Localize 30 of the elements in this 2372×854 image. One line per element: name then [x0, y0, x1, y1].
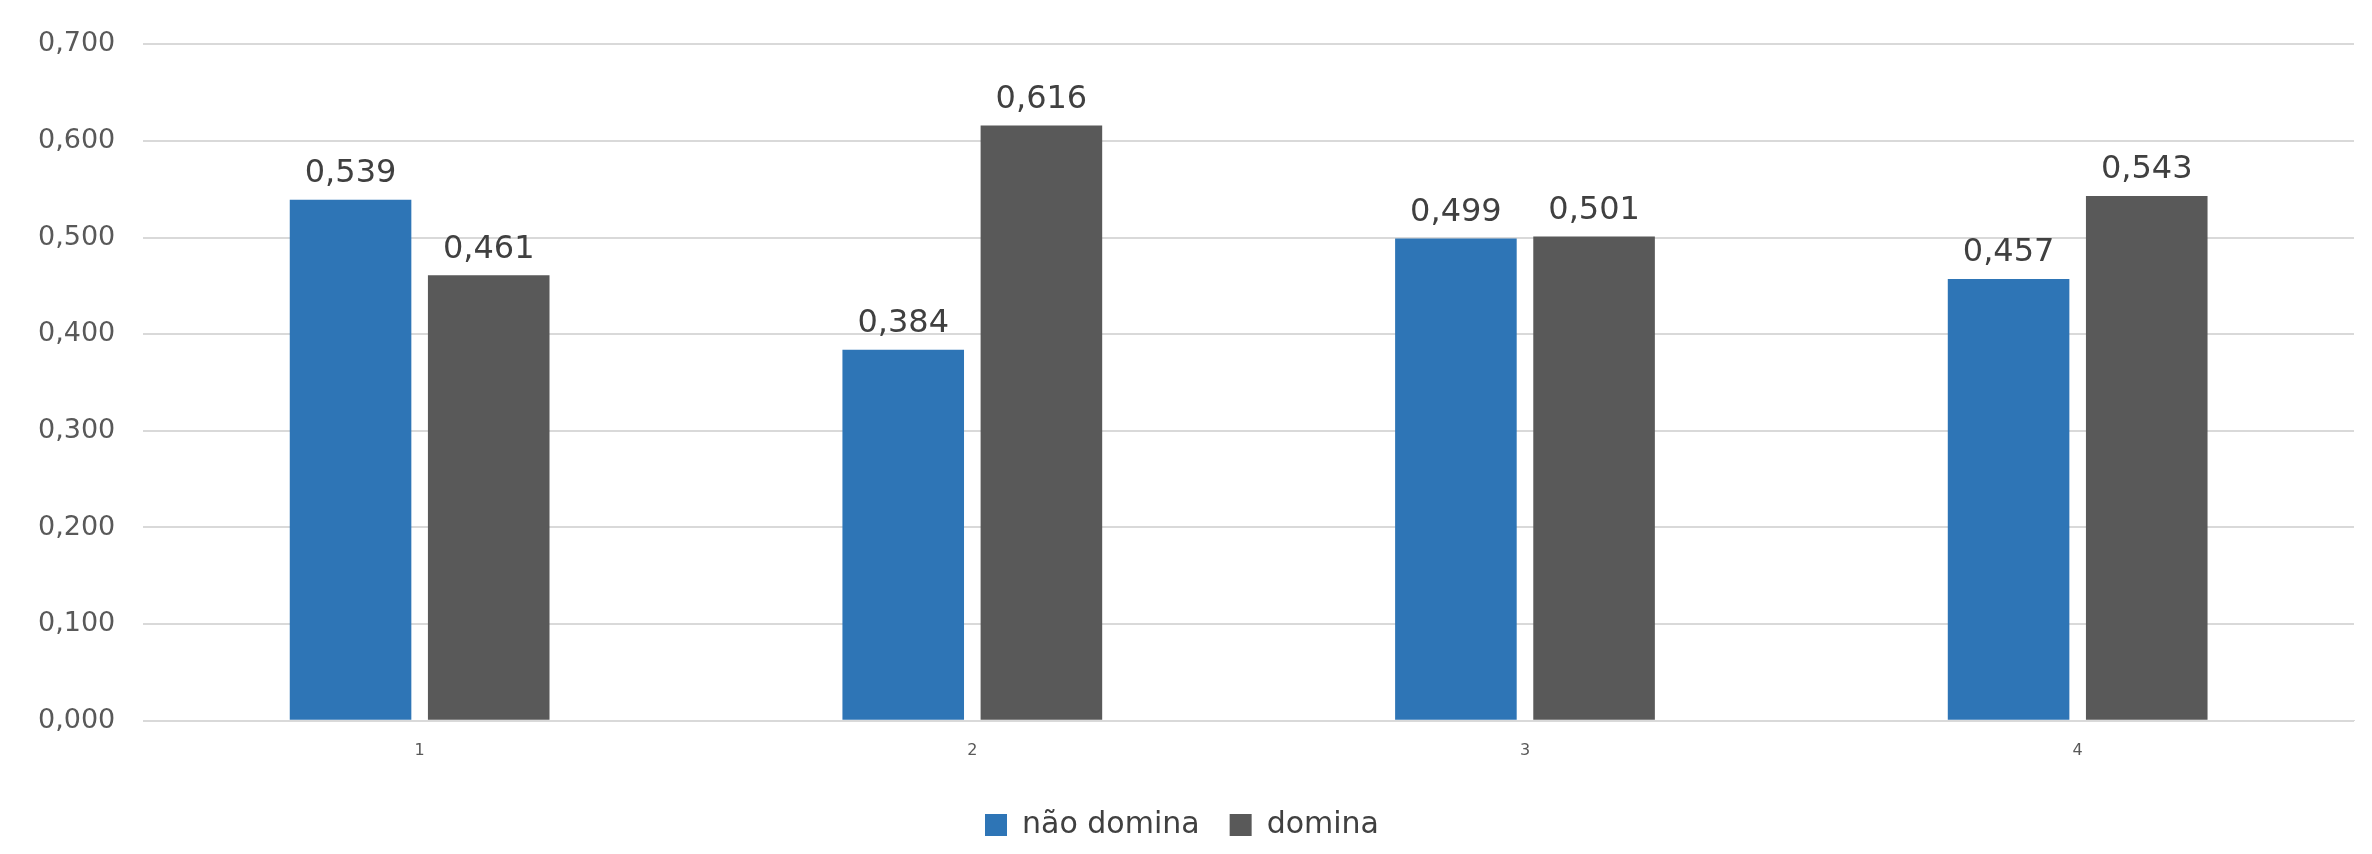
bar	[1533, 236, 1655, 720]
y-tick-label: 0,100	[38, 606, 116, 638]
data-label: 0,499	[1410, 190, 1502, 229]
bar	[980, 125, 1103, 720]
legend-label: domina	[1266, 804, 1379, 840]
data-label: 0,539	[304, 152, 397, 191]
y-tick-label: 0,000	[38, 702, 116, 734]
x-tick-label: 4	[2072, 739, 2083, 759]
legend-label: não domina	[1022, 804, 1200, 840]
x-tick-label: 2	[967, 739, 978, 759]
y-tick-label: 0,300	[38, 412, 116, 444]
bar	[427, 275, 550, 720]
y-tick-label: 0,400	[38, 316, 116, 348]
data-label: 0,457	[1962, 231, 2055, 270]
data-label: 0,543	[2100, 148, 2193, 187]
y-tick-label: 0,700	[38, 26, 116, 58]
y-tick-label: 0,200	[38, 509, 116, 541]
bar	[1395, 238, 1517, 720]
bar	[842, 349, 965, 720]
bar	[2085, 195, 2208, 720]
y-tick-label: 0,600	[38, 122, 116, 154]
y-tick-label: 0,500	[38, 219, 116, 251]
bar	[289, 199, 412, 720]
data-label: 0,501	[1548, 188, 1640, 227]
data-label: 0,384	[857, 301, 950, 340]
x-tick-label: 1	[414, 739, 425, 759]
bar	[1947, 279, 2070, 720]
data-label: 0,616	[995, 77, 1088, 116]
data-label: 0,461	[442, 227, 535, 266]
x-tick-label: 3	[1519, 739, 1531, 759]
